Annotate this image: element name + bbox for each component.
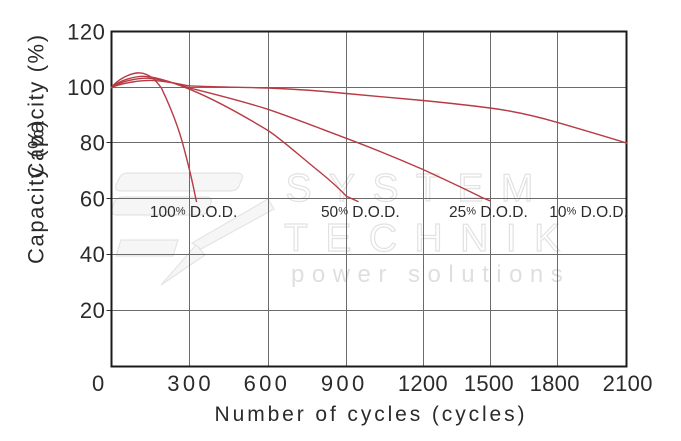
svg-text:Capacity (%): Capacity (%) [24, 119, 49, 264]
svg-text:600: 600 [244, 371, 291, 396]
svg-text:1200: 1200 [398, 371, 448, 396]
svg-text:SYSTEM: SYSTEM [286, 167, 551, 210]
svg-text:1800: 1800 [530, 371, 580, 396]
svg-text:Number of cycles (cycles): Number of cycles (cycles) [215, 403, 528, 426]
svg-text:10% D.O.D.: 10% D.O.D. [549, 204, 628, 221]
svg-text:100: 100 [67, 75, 105, 100]
svg-text:25% D.O.D.: 25% D.O.D. [449, 204, 528, 221]
svg-text:60: 60 [80, 186, 105, 211]
svg-text:100% D.O.D.: 100% D.O.D. [150, 204, 237, 221]
svg-text:2100: 2100 [603, 371, 653, 396]
svg-text:900: 900 [321, 371, 368, 396]
svg-text:300: 300 [167, 371, 214, 396]
svg-text:20: 20 [80, 298, 105, 323]
svg-text:80: 80 [80, 131, 105, 156]
svg-text:1500: 1500 [464, 371, 514, 396]
svg-text:power solutions: power solutions [291, 261, 570, 288]
svg-text:TECHNIK: TECHNIK [284, 217, 578, 260]
svg-text:40: 40 [80, 242, 105, 267]
svg-text:50% D.O.D.: 50% D.O.D. [321, 204, 400, 221]
svg-text:120: 120 [67, 19, 105, 44]
svg-text:0: 0 [92, 371, 105, 396]
svg-text:Capacity (%): Capacity (%) [24, 33, 49, 178]
